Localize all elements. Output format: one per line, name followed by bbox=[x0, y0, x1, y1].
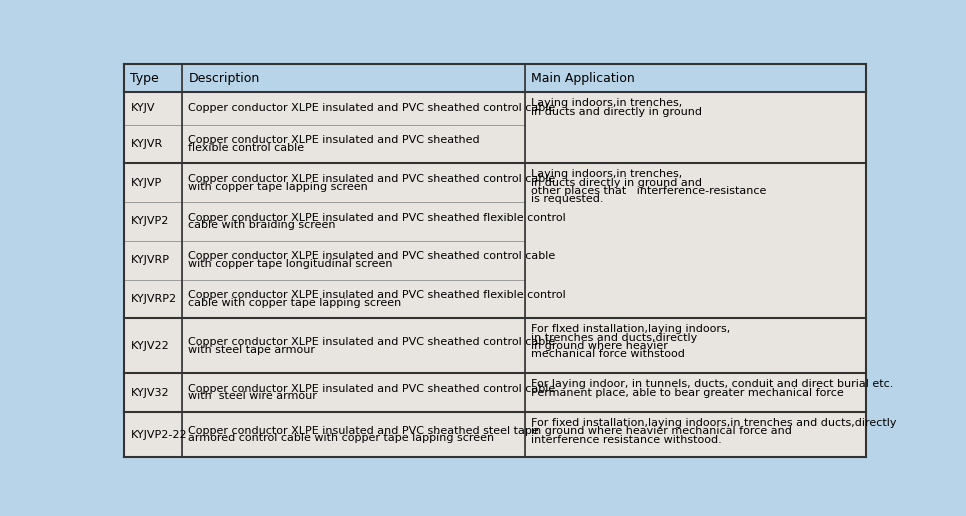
Text: Laying indoors,in trenches,: Laying indoors,in trenches, bbox=[530, 169, 682, 179]
Text: flexible control cable: flexible control cable bbox=[188, 143, 304, 153]
Text: Copper conductor XLPE insulated and PVC sheathed control cable: Copper conductor XLPE insulated and PVC … bbox=[188, 174, 555, 184]
Text: with steel tape armour: with steel tape armour bbox=[188, 345, 315, 354]
Bar bbox=[183, 412, 525, 457]
Text: KYJVP: KYJVP bbox=[130, 178, 161, 188]
Text: armored control cable with copper tape lapping screen: armored control cable with copper tape l… bbox=[188, 433, 495, 443]
Bar bbox=[183, 280, 525, 318]
Text: Copper conductor XLPE insulated and PVC sheathed steel tape: Copper conductor XLPE insulated and PVC … bbox=[188, 426, 539, 436]
Bar bbox=[183, 241, 525, 280]
Text: is requested.: is requested. bbox=[530, 194, 603, 204]
Text: in ground where heavier mechanical force and: in ground where heavier mechanical force… bbox=[530, 426, 791, 437]
Text: KYJV22: KYJV22 bbox=[130, 341, 169, 351]
Bar bbox=[125, 412, 183, 457]
Text: KYJV32: KYJV32 bbox=[130, 388, 169, 398]
Text: with copper tape longitudinal screen: with copper tape longitudinal screen bbox=[188, 259, 393, 269]
Text: Laying indoors,in trenches,: Laying indoors,in trenches, bbox=[530, 98, 682, 108]
Bar bbox=[125, 373, 183, 412]
Text: For laying indoor, in tunnels, ducts, conduit and direct burial etc.: For laying indoor, in tunnels, ducts, co… bbox=[530, 379, 894, 389]
Bar bbox=[183, 92, 525, 124]
Text: interference resistance withstood.: interference resistance withstood. bbox=[530, 434, 722, 445]
Text: Copper conductor XLPE insulated and PVC sheathed control cable: Copper conductor XLPE insulated and PVC … bbox=[188, 337, 555, 347]
Text: KYJVRP2: KYJVRP2 bbox=[130, 294, 177, 304]
Bar bbox=[525, 373, 866, 412]
Text: cable with copper tape lapping screen: cable with copper tape lapping screen bbox=[188, 298, 402, 308]
Text: For flxed installation,laying indoors,: For flxed installation,laying indoors, bbox=[530, 325, 730, 334]
Text: Copper conductor XLPE insulated and PVC sheathed control cable: Copper conductor XLPE insulated and PVC … bbox=[188, 384, 555, 394]
Bar bbox=[525, 92, 866, 163]
Text: mechanical force withstood: mechanical force withstood bbox=[530, 349, 685, 359]
Bar bbox=[525, 412, 866, 457]
Text: in ducts directly in ground and: in ducts directly in ground and bbox=[530, 178, 701, 188]
Bar bbox=[183, 373, 525, 412]
Text: in ducts and directly in ground: in ducts and directly in ground bbox=[530, 106, 701, 117]
Text: in ground where heavier: in ground where heavier bbox=[530, 341, 668, 351]
Text: KYJVP2-22: KYJVP2-22 bbox=[130, 430, 187, 440]
Text: Permanent place, able to bear greater mechanical force: Permanent place, able to bear greater me… bbox=[530, 388, 843, 397]
Text: Copper conductor XLPE insulated and PVC sheathed: Copper conductor XLPE insulated and PVC … bbox=[188, 135, 480, 145]
Text: Copper conductor XLPE insulated and PVC sheathed flexible control: Copper conductor XLPE insulated and PVC … bbox=[188, 290, 566, 300]
Text: KYJV: KYJV bbox=[130, 103, 155, 114]
Bar bbox=[525, 64, 866, 92]
Text: with copper tape lapping screen: with copper tape lapping screen bbox=[188, 182, 368, 191]
Text: KYJVR: KYJVR bbox=[130, 139, 162, 149]
Bar bbox=[125, 92, 183, 124]
Bar bbox=[183, 124, 525, 163]
Bar bbox=[125, 64, 183, 92]
Bar bbox=[125, 202, 183, 241]
Text: Description: Description bbox=[188, 72, 260, 85]
Bar bbox=[525, 318, 866, 373]
Bar bbox=[125, 280, 183, 318]
Bar bbox=[183, 202, 525, 241]
Text: KYJVRP: KYJVRP bbox=[130, 255, 169, 265]
Text: Type: Type bbox=[130, 72, 159, 85]
Bar bbox=[125, 124, 183, 163]
Text: Copper conductor XLPE insulated and PVC sheathed flexible control: Copper conductor XLPE insulated and PVC … bbox=[188, 213, 566, 222]
Text: Main Application: Main Application bbox=[530, 72, 635, 85]
Text: in trenches and ducts,directly: in trenches and ducts,directly bbox=[530, 333, 696, 343]
Bar bbox=[125, 163, 183, 202]
Bar bbox=[183, 64, 525, 92]
Text: other places that   interference-resistance: other places that interference-resistanc… bbox=[530, 186, 766, 196]
Text: KYJVP2: KYJVP2 bbox=[130, 216, 169, 227]
Bar bbox=[183, 163, 525, 202]
Text: Copper conductor XLPE insulated and PVC sheathed control cable: Copper conductor XLPE insulated and PVC … bbox=[188, 251, 555, 262]
Bar bbox=[125, 241, 183, 280]
Bar bbox=[525, 163, 866, 318]
Text: For fixed installation,laying indoors,in trenches and ducts,directly: For fixed installation,laying indoors,in… bbox=[530, 418, 896, 428]
Text: with  steel wire armour: with steel wire armour bbox=[188, 392, 317, 401]
Bar bbox=[183, 318, 525, 373]
Bar bbox=[125, 318, 183, 373]
Text: cable with braiding screen: cable with braiding screen bbox=[188, 220, 336, 230]
Text: Copper conductor XLPE insulated and PVC sheathed control cable: Copper conductor XLPE insulated and PVC … bbox=[188, 103, 555, 114]
